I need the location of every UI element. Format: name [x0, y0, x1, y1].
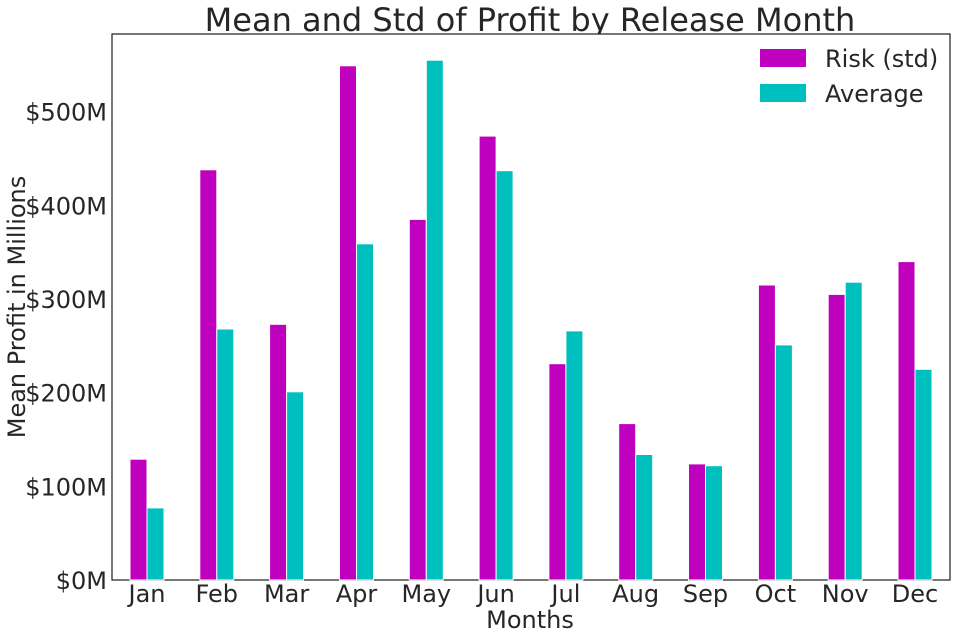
bar-risk-jun [478, 135, 497, 581]
bar-average-aug [635, 454, 654, 581]
x-ticks-group: Jan Feb Mar Apr May Jun Jul Aug Sep Oct Nov Dec [127, 580, 939, 608]
bar-average-mar [286, 391, 305, 581]
x-tick-label: Aug [612, 580, 659, 608]
y-axis-label: Mean Profit in Millions [3, 176, 31, 439]
bar-risk-feb [199, 169, 218, 581]
bar-average-dec [914, 368, 933, 581]
bar-risk-sep [688, 463, 706, 581]
x-tick-label: Nov [822, 580, 869, 608]
bar-risk-aug [618, 423, 637, 581]
bar-average-jan [146, 507, 165, 581]
legend-label-average: Average [825, 80, 924, 108]
legend: Risk (std) Average [760, 45, 938, 108]
x-tick-label: Jun [475, 580, 515, 608]
x-tick-label: May [401, 580, 451, 608]
legend-swatch-risk [760, 49, 806, 67]
x-tick-label: Mar [264, 580, 309, 608]
y-tick-label: $0M [56, 567, 107, 595]
plot-frame [111, 33, 951, 581]
bar-average-sep [705, 465, 723, 581]
x-tick-label: Dec [892, 580, 938, 608]
bar-average-nov [844, 281, 863, 581]
bar-average-may [425, 59, 444, 581]
x-tick-label: Jan [127, 580, 166, 608]
y-tick-label: $100M [25, 473, 107, 501]
bar-risk-may [408, 218, 427, 581]
bar-average-jul [565, 330, 584, 581]
bar-risk-apr [339, 65, 357, 581]
legend-label-risk: Risk (std) [825, 45, 938, 73]
x-tick-label: Sep [683, 580, 728, 608]
y-ticks-group: $0M $100M $200M $300M $400M $500M [25, 99, 107, 595]
x-tick-label: Jul [549, 580, 580, 608]
bar-average-feb [216, 328, 235, 581]
legend-swatch-average [760, 84, 806, 102]
bar-risk-jan [129, 458, 148, 581]
plot-area: $0M $100M $200M $300M $400M $500M Jan Feb Mar Ap… [25, 33, 951, 608]
y-tick-label: $400M [25, 192, 107, 220]
bar-risk-jul [548, 363, 567, 581]
bar-risk-nov [827, 293, 846, 581]
x-tick-label: Oct [755, 580, 797, 608]
y-tick-label: $200M [25, 380, 107, 408]
bar-risk-dec [897, 261, 916, 581]
x-tick-label: Feb [196, 580, 239, 608]
bar-risk-mar [269, 323, 288, 581]
bar-risk-oct [757, 284, 776, 581]
bar-average-oct [774, 344, 793, 581]
y-tick-label: $500M [25, 99, 107, 127]
bar-average-apr [356, 243, 374, 581]
bar-average-jun [495, 170, 514, 581]
chart-title: Mean and Std of Profit by Release Month [205, 1, 856, 39]
y-tick-label: $300M [25, 286, 107, 314]
bars-group [129, 59, 933, 581]
x-tick-label: Apr [336, 580, 378, 608]
x-axis-label: Months [486, 606, 574, 634]
